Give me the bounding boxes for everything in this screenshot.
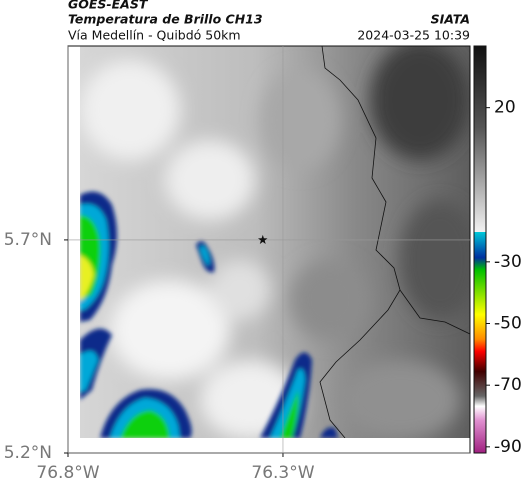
y-tick-label: 5.2°N [4, 443, 52, 463]
location: Vía Medellín - Quibdó 50km [68, 28, 241, 43]
header: GOES-EAST Temperatura de Brillo CH13 SIA… [68, 0, 470, 43]
datetime: 2024-03-25 10:39 [357, 28, 470, 43]
colorbar-tick-label: -50 [494, 314, 522, 334]
colorbar [473, 45, 487, 454]
x-tick-label: 76.3°W [251, 463, 314, 483]
satellite-image [80, 46, 470, 438]
subtitle: Temperatura de Brillo CH13 [68, 12, 263, 27]
colorbar-tick-label: -30 [494, 252, 522, 272]
title: GOES-EAST [68, 0, 149, 12]
colorbar-tick-label: 20 [494, 98, 516, 118]
colorbar-tick-label: -90 [494, 437, 522, 457]
x-tick-label: 76.8°W [36, 463, 99, 483]
location-marker [258, 234, 268, 244]
y-tick-label: 5.7°N [4, 230, 52, 250]
source: SIATA [431, 12, 470, 27]
colorbar-tick-label: -70 [494, 375, 522, 395]
